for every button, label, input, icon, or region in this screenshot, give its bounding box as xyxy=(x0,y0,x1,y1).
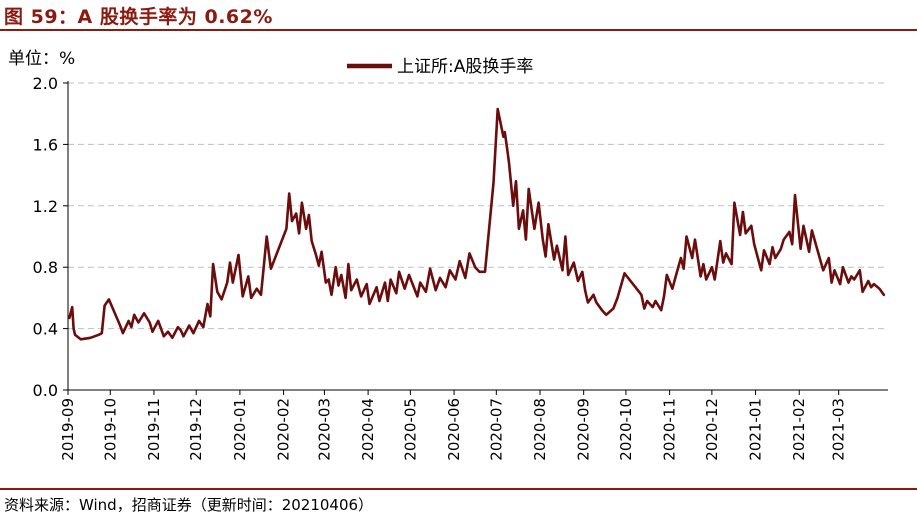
grid-lines xyxy=(68,82,888,330)
series-layer xyxy=(68,107,886,341)
chart-axes xyxy=(67,81,888,391)
x-tick-label: 2020-04 xyxy=(359,398,377,461)
source-rule xyxy=(0,488,917,490)
y-tick-label: 0.0 xyxy=(33,381,58,400)
page-title: 图 59：A 股换手率为 0.62% xyxy=(4,6,273,28)
x-tick-label: 2019-11 xyxy=(145,398,163,461)
y-tick-label: 0.4 xyxy=(33,320,58,339)
x-axis-ticks: 2019-09 2019-10 2019-11 2019-12 2020-01 2020-… xyxy=(59,390,848,461)
x-tick-label: 2020-10 xyxy=(617,398,635,461)
y-axis-ticks: 0.0 0.4 0.8 1.2 1.6 2.0 xyxy=(33,74,68,400)
x-tick-label: 2021-01 xyxy=(747,398,765,461)
x-tick-label: 2020-06 xyxy=(445,398,463,461)
x-tick-label: 2019-12 xyxy=(187,398,205,461)
x-tick-label: 2020-03 xyxy=(315,398,333,461)
legend: 上证所:A股换手率 xyxy=(347,57,533,77)
x-tick-label: 2019-09 xyxy=(59,398,77,461)
x-tick-label: 2020-07 xyxy=(487,398,505,461)
x-tick-label: 2021-03 xyxy=(830,398,848,461)
x-tick-label: 2020-01 xyxy=(231,398,249,461)
source-note: 资料来源：Wind，招商证券（更新时间：20210406） xyxy=(4,496,374,514)
x-tick-label: 2020-08 xyxy=(531,398,549,461)
x-tick-label: 2019-10 xyxy=(101,398,119,461)
title-rule xyxy=(0,29,917,31)
x-tick-label: 2020-02 xyxy=(275,398,293,461)
unit-label: 单位：% xyxy=(8,49,76,69)
y-tick-label: 1.6 xyxy=(33,135,58,154)
x-tick-label: 2020-12 xyxy=(703,398,721,461)
series-line-a-share-turnover xyxy=(68,107,886,341)
x-tick-label: 2020-11 xyxy=(661,398,679,461)
y-tick-label: 1.2 xyxy=(33,197,58,216)
legend-label: 上证所:A股换手率 xyxy=(397,57,533,77)
x-tick-label: 2021-02 xyxy=(790,398,808,461)
y-tick-label: 2.0 xyxy=(33,74,58,93)
y-tick-label: 0.8 xyxy=(33,258,58,277)
x-tick-label: 2020-09 xyxy=(575,398,593,461)
x-tick-label: 2020-05 xyxy=(401,398,419,461)
